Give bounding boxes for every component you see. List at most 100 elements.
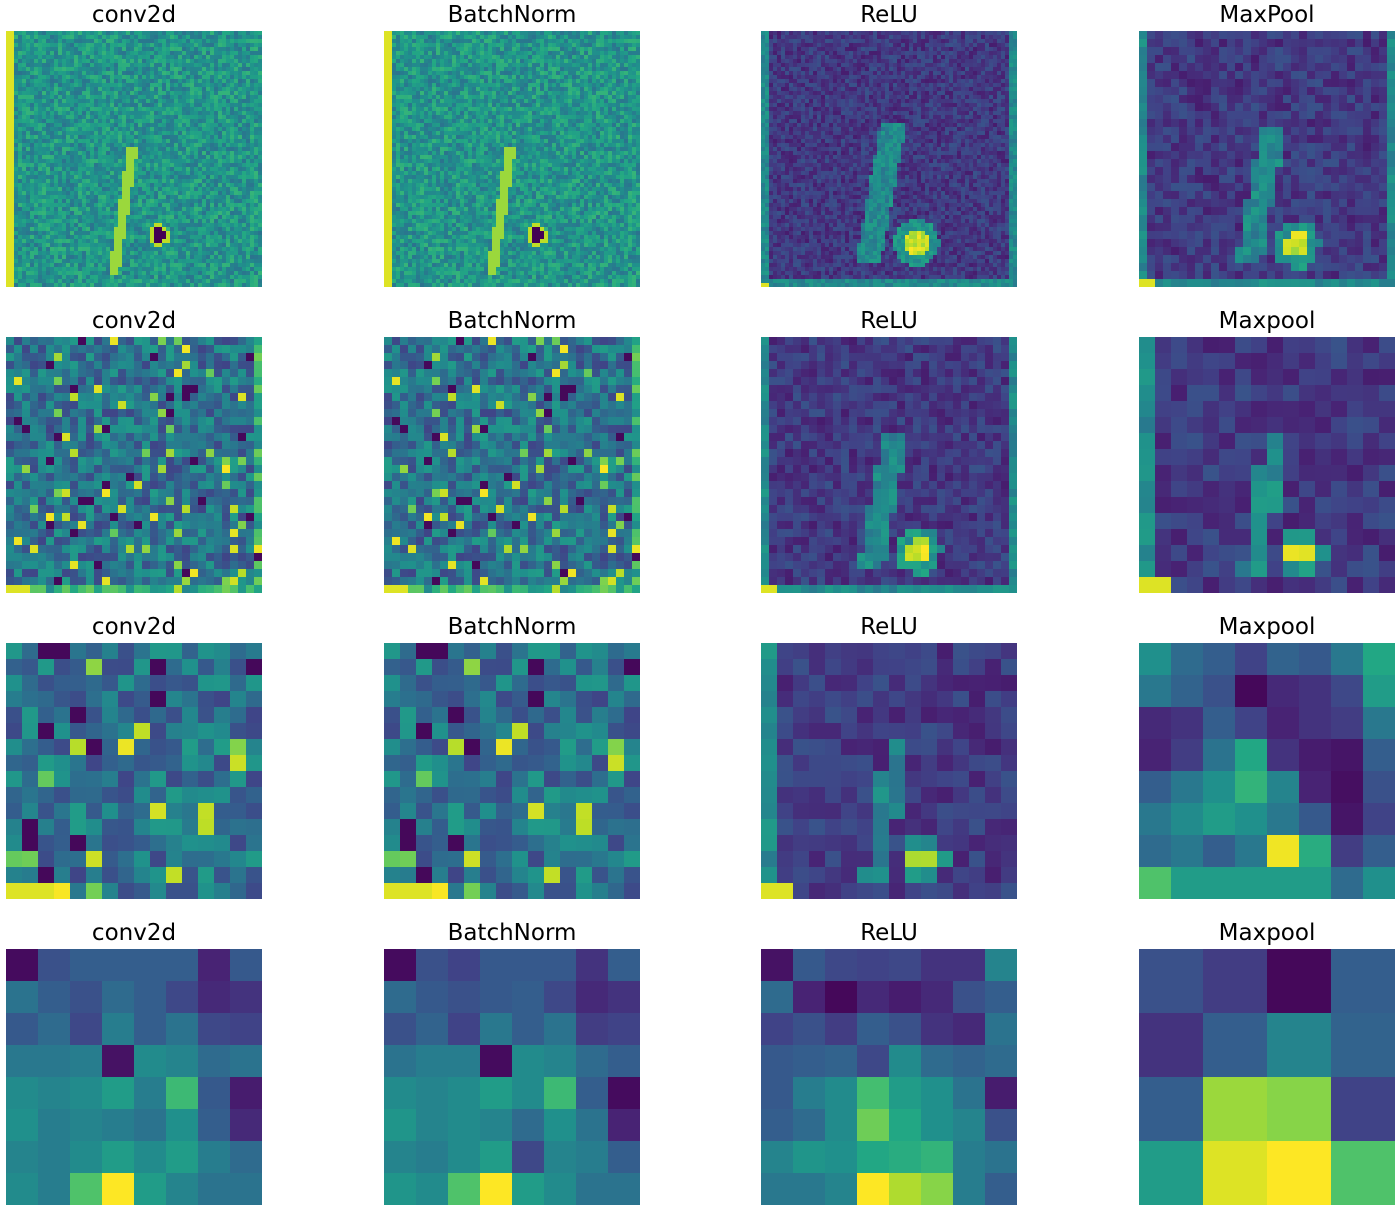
heatmap-cell — [22, 31, 27, 36]
heatmap-cell — [242, 275, 247, 280]
heatmap-cell — [130, 87, 135, 92]
heatmap-cell — [10, 59, 15, 64]
heatmap-cell — [556, 35, 561, 40]
heatmap-cell — [30, 187, 35, 192]
heatmap-cell — [14, 115, 19, 120]
heatmap-cell — [222, 187, 227, 192]
heatmap-cell — [42, 111, 47, 116]
heatmap-cell — [110, 171, 115, 176]
heatmap-cell — [254, 67, 259, 72]
heatmap-cell — [66, 67, 71, 72]
heatmap-cell — [18, 71, 23, 76]
heatmap-cell — [38, 35, 43, 40]
heatmap-cell — [74, 159, 79, 164]
heatmap-cell — [62, 255, 67, 260]
heatmap-cell — [26, 107, 31, 112]
heatmap-cell — [408, 51, 413, 56]
heatmap-cell — [146, 239, 151, 244]
heatmap-cell — [174, 95, 179, 100]
heatmap-cell — [620, 83, 625, 88]
heatmap-cell — [18, 171, 23, 176]
heatmap-cell — [516, 39, 521, 44]
heatmap-cell — [82, 163, 87, 168]
heatmap-cell — [536, 43, 541, 48]
heatmap-cell — [198, 279, 203, 284]
heatmap-cell — [412, 59, 417, 64]
heatmap-cell — [106, 211, 111, 216]
heatmap-cell — [126, 279, 131, 284]
heatmap-cell — [10, 199, 15, 204]
heatmap-cell — [46, 259, 51, 264]
heatmap-cell — [158, 187, 163, 192]
heatmap-cell — [146, 191, 151, 196]
heatmap-cell — [230, 279, 235, 284]
heatmap-cell — [194, 167, 199, 172]
heatmap-cell — [174, 191, 179, 196]
heatmap-cell — [620, 75, 625, 80]
heatmap-cell — [130, 135, 135, 140]
heatmap-cell — [10, 227, 15, 232]
heatmap-cell — [90, 199, 95, 204]
heatmap-cell — [150, 255, 155, 260]
heatmap-cell — [162, 151, 167, 156]
heatmap-cell — [404, 35, 409, 40]
heatmap-cell — [500, 35, 505, 40]
heatmap-cell — [118, 163, 123, 168]
heatmap-cell — [22, 183, 27, 188]
heatmap-cell — [82, 91, 87, 96]
heatmap-cell — [186, 79, 191, 84]
heatmap-cell — [138, 35, 143, 40]
heatmap-cell — [138, 51, 143, 56]
heatmap-cell — [388, 51, 393, 56]
heatmap-cell — [412, 67, 417, 72]
heatmap-cell — [202, 203, 207, 208]
heatmap-cell — [194, 155, 199, 160]
heatmap-cell — [548, 59, 553, 64]
heatmap-cell — [110, 107, 115, 112]
heatmap-cell — [206, 251, 211, 256]
heatmap-cell — [74, 31, 79, 36]
heatmap-cell — [114, 251, 119, 256]
heatmap-cell — [34, 211, 39, 216]
heatmap-cell — [202, 251, 207, 256]
heatmap-cell — [250, 151, 255, 156]
heatmap-cell — [74, 231, 79, 236]
heatmap-cell — [250, 235, 255, 240]
heatmap-cell — [190, 127, 195, 132]
heatmap-cell — [126, 243, 131, 248]
heatmap-cell — [26, 195, 31, 200]
heatmap-cell — [114, 175, 119, 180]
heatmap-cell — [218, 199, 223, 204]
heatmap-cell — [146, 167, 151, 172]
heatmap-cell — [202, 179, 207, 184]
heatmap-cell — [250, 111, 255, 116]
heatmap-cell — [18, 47, 23, 52]
heatmap-cell — [226, 135, 231, 140]
heatmap-cell — [66, 123, 71, 128]
heatmap-cell — [222, 103, 227, 108]
heatmap-cell — [90, 219, 95, 224]
heatmap-cell — [206, 51, 211, 56]
heatmap-cell — [238, 255, 243, 260]
heatmap-cell — [142, 279, 147, 284]
heatmap-cell — [628, 59, 633, 64]
heatmap-cell — [242, 171, 247, 176]
heatmap-cell — [222, 35, 227, 40]
heatmap-cell — [508, 67, 513, 72]
heatmap-cell — [6, 215, 11, 220]
heatmap-cell — [58, 199, 63, 204]
heatmap-cell — [440, 31, 445, 36]
heatmap-cell — [222, 83, 227, 88]
heatmap-cell — [206, 211, 211, 216]
heatmap-cell — [58, 259, 63, 264]
heatmap-cell — [166, 211, 171, 216]
heatmap-cell — [162, 79, 167, 84]
heatmap-cell — [74, 215, 79, 220]
heatmap-cell — [26, 235, 31, 240]
heatmap-cell — [90, 263, 95, 268]
heatmap-cell — [218, 111, 223, 116]
heatmap-cell — [6, 187, 11, 192]
heatmap-cell — [118, 59, 123, 64]
heatmap-cell — [142, 171, 147, 176]
heatmap-cell — [10, 283, 15, 287]
